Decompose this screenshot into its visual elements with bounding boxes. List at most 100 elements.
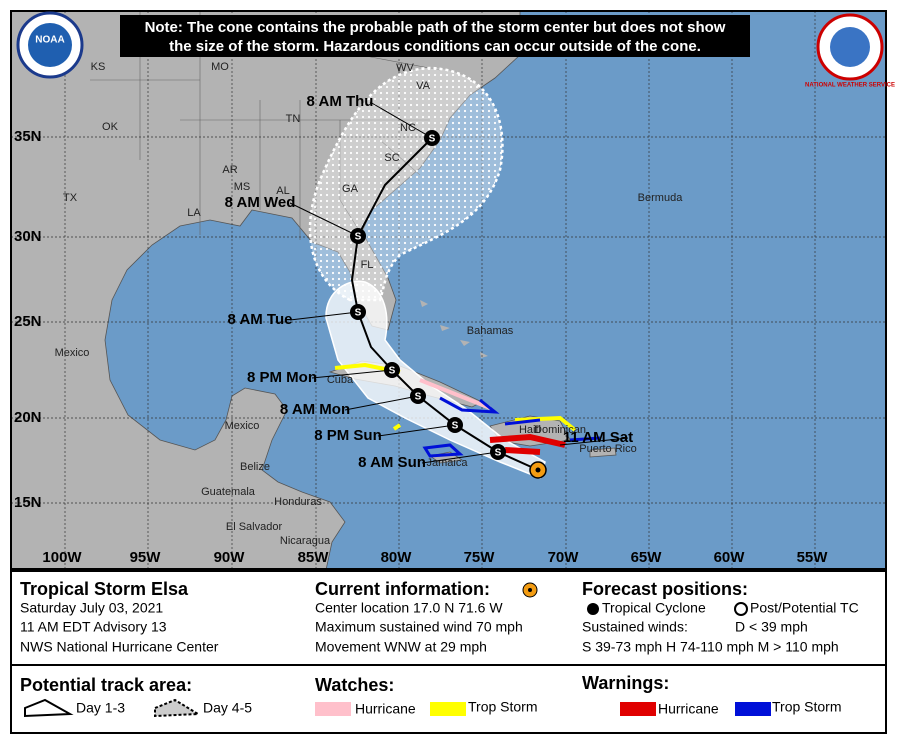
forecast-label: 8 PM Mon bbox=[247, 369, 317, 386]
note-box bbox=[120, 15, 750, 57]
place-label: Dominican bbox=[534, 424, 586, 436]
latitude-label: 25N bbox=[14, 313, 42, 330]
leader-line bbox=[344, 395, 419, 411]
legend-text: Movement WNW at 29 mph bbox=[315, 639, 487, 655]
place-label: NC bbox=[400, 122, 416, 134]
puerto-rico bbox=[589, 447, 617, 458]
legend-text: Potential track area: bbox=[20, 675, 192, 695]
warning-hurricane bbox=[489, 433, 566, 455]
note-line: the size of the storm. Hazardous conditi… bbox=[169, 38, 701, 55]
place-label: Bahamas bbox=[467, 325, 514, 337]
longitude-label: 95W bbox=[130, 549, 162, 566]
legend-text: Trop Storm bbox=[468, 699, 538, 715]
place-label: TX bbox=[63, 192, 78, 204]
place-label: Honduras bbox=[274, 496, 322, 508]
place-label: WV bbox=[396, 62, 414, 74]
leader-line bbox=[369, 101, 433, 139]
leader-line bbox=[289, 202, 359, 237]
legend-text: Current information: bbox=[315, 579, 490, 599]
place-label: OK bbox=[102, 121, 119, 133]
latitude-label: 30N bbox=[14, 228, 42, 245]
leader-line bbox=[311, 369, 393, 379]
post-icon bbox=[734, 602, 748, 616]
longitude-label: 85W bbox=[298, 549, 330, 566]
cone-day13 bbox=[325, 280, 546, 479]
legend-text: NWS National Hurricane Center bbox=[20, 639, 219, 655]
legend-text: S 39-73 mph H 74-110 mph M > 110 mph bbox=[582, 639, 839, 655]
point-symbol: S bbox=[389, 366, 396, 377]
place-label: Belize bbox=[240, 461, 270, 473]
place-label: KS bbox=[91, 61, 106, 73]
place-label: Guatemala bbox=[201, 486, 256, 498]
point-symbol: S bbox=[415, 392, 422, 403]
current-icon-dot bbox=[528, 588, 532, 592]
legend-text: Center location 17.0 N 71.6 W bbox=[315, 600, 503, 616]
latitude-label: 35N bbox=[14, 128, 42, 145]
legend-text: Warnings: bbox=[582, 673, 669, 693]
latitude-label: 15N bbox=[14, 494, 42, 511]
warning-tropical-storm bbox=[422, 396, 601, 458]
point-symbol: S bbox=[355, 232, 362, 243]
longitude-label: 60W bbox=[714, 549, 746, 566]
day13-icon bbox=[24, 698, 74, 718]
logo-text: NATIONAL WEATHER SERVICE bbox=[805, 83, 895, 89]
place-label: Puerto Rico bbox=[579, 443, 636, 455]
legend-text: Watches: bbox=[315, 675, 394, 695]
place-label: MS bbox=[234, 181, 251, 193]
legend-text: 11 AM EDT Advisory 13 bbox=[20, 619, 167, 635]
place-label: GA bbox=[342, 183, 359, 195]
longitude-label: 100W bbox=[42, 549, 82, 566]
leader-line bbox=[421, 451, 499, 464]
place-label: TN bbox=[286, 113, 301, 125]
forecast-label: 11 AM Sat bbox=[563, 429, 633, 446]
longitude-label: 90W bbox=[214, 549, 246, 566]
place-label: AR bbox=[222, 164, 237, 176]
legend-text: Hurricane bbox=[658, 701, 719, 717]
forecast-label: 8 AM Wed bbox=[225, 194, 296, 211]
legend-text: D < 39 mph bbox=[735, 619, 808, 635]
forecast-track bbox=[350, 137, 539, 471]
place-label: Bermuda bbox=[638, 192, 684, 204]
logo-text: NOAA bbox=[35, 35, 64, 46]
place-label: Cuba bbox=[327, 374, 354, 386]
place-label: FL bbox=[361, 259, 374, 271]
day45-icon bbox=[154, 698, 202, 718]
forecast-label: 8 AM Tue bbox=[227, 311, 292, 328]
forecast-label: 8 PM Sun bbox=[314, 427, 382, 444]
forecast-label: 8 AM Sun bbox=[358, 454, 426, 471]
place-label: El Salvador bbox=[226, 521, 283, 533]
longitude-label: 75W bbox=[464, 549, 496, 566]
warn-ts-swatch bbox=[735, 702, 771, 716]
leader-line bbox=[559, 437, 629, 446]
place-label: SC bbox=[384, 152, 399, 164]
nws-logo: NATIONAL WEATHER SERVICE bbox=[805, 13, 895, 89]
leader-line bbox=[377, 424, 456, 437]
place-label: VA bbox=[416, 80, 431, 92]
forecast-point bbox=[410, 388, 426, 404]
forecast-point bbox=[447, 417, 463, 433]
place-label: Mexico bbox=[225, 420, 260, 432]
forecast-label: 8 AM Thu bbox=[307, 93, 374, 110]
longitude-label: 70W bbox=[548, 549, 580, 566]
place-label: MO bbox=[211, 61, 229, 73]
legend-text: Hurricane bbox=[355, 701, 416, 717]
warn-hurricane-swatch bbox=[620, 702, 656, 716]
noaa-logo: NOAA bbox=[16, 11, 84, 79]
legend-text: Maximum sustained wind 70 mph bbox=[315, 619, 523, 635]
tc-icon bbox=[587, 603, 599, 615]
point-symbol: S bbox=[429, 134, 436, 145]
watch-ts-swatch bbox=[430, 702, 466, 716]
longitude-label: 80W bbox=[381, 549, 413, 566]
note-line: Note: The cone contains the probable pat… bbox=[145, 19, 726, 36]
current-position-dot bbox=[535, 467, 541, 473]
watch-hurricane-swatch bbox=[315, 702, 351, 716]
watch-hurricane bbox=[419, 378, 491, 410]
place-label: Nicaragua bbox=[280, 535, 331, 547]
legend-text: Day 4-5 bbox=[203, 700, 252, 716]
legend-text: Trop Storm bbox=[772, 699, 842, 715]
legend-text: Tropical Storm Elsa bbox=[20, 579, 189, 599]
map: 100W 95W 90W 85W 80W 75W 70W 65W 60W 55W 35N 30N 25N… bbox=[11, 11, 886, 569]
forecast-label: 8 AM Mon bbox=[280, 401, 350, 418]
leader-line bbox=[289, 311, 359, 321]
